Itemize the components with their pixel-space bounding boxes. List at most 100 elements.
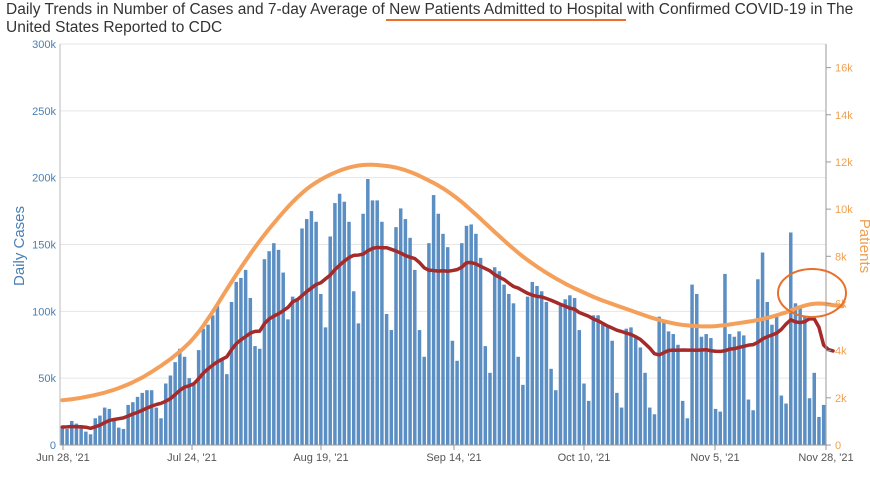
case-bar: [192, 384, 196, 445]
case-bar: [427, 243, 431, 445]
case-bar: [314, 221, 318, 445]
case-bar: [112, 418, 116, 445]
case-bar: [441, 233, 445, 445]
case-bar: [234, 281, 238, 445]
case-bar: [178, 348, 182, 445]
y-left-tick-label: 50k: [38, 373, 56, 385]
case-bar: [784, 403, 788, 445]
x-tick-label: Sep 14, '21: [426, 452, 481, 464]
y-right-tick-label: 12k: [835, 157, 853, 169]
case-bar: [652, 414, 657, 445]
title-text-after: with Confirmed COVID-19 in The United St…: [6, 1, 854, 36]
case-bar: [737, 331, 741, 445]
case-bar: [196, 350, 201, 445]
case-bar: [253, 346, 257, 445]
y-axis-label-left: Daily Cases: [11, 206, 28, 286]
case-bar: [290, 296, 295, 445]
case-bar: [554, 390, 558, 445]
case-bar: [742, 335, 746, 445]
case-bar: [633, 336, 638, 445]
case-bar: [812, 372, 817, 445]
case-bar: [84, 431, 88, 445]
daily-cases-bars: [60, 179, 826, 445]
case-bar: [690, 284, 694, 445]
case-bar: [220, 359, 224, 445]
case-bar: [88, 434, 93, 445]
case-bar: [765, 301, 770, 445]
x-tick-label: Aug 19, '21: [293, 452, 348, 464]
case-bar: [201, 328, 206, 445]
y-left-tick-label: 100k: [32, 306, 56, 318]
case-bar: [666, 331, 671, 445]
case-bar: [206, 324, 210, 445]
y-left-tick-label: 150k: [32, 240, 56, 252]
case-bar: [168, 375, 173, 445]
case-bar: [380, 221, 384, 445]
case-bar: [323, 327, 328, 445]
case-bar: [817, 416, 821, 445]
case-bar: [366, 179, 370, 445]
case-bar: [375, 200, 379, 445]
case-bar: [638, 347, 643, 445]
case-bar: [337, 193, 342, 445]
title-highlight: New Patients Admitted to Hospital: [389, 1, 623, 18]
case-bar: [474, 233, 478, 445]
case-bar: [455, 360, 459, 445]
case-bar: [530, 281, 535, 445]
case-bar: [718, 411, 723, 445]
case-bar: [713, 408, 718, 445]
case-bar: [102, 407, 107, 445]
case-bar: [535, 285, 539, 445]
case-bar: [361, 213, 365, 445]
case-bar: [239, 277, 243, 445]
case-bar: [436, 213, 441, 445]
case-bar: [408, 237, 412, 445]
case-bar: [619, 407, 624, 445]
case-bar: [163, 383, 168, 445]
case-bar: [643, 372, 647, 445]
case-bar: [173, 362, 177, 445]
case-bar: [328, 236, 332, 445]
case-bar: [727, 334, 732, 445]
case-bar: [539, 291, 544, 445]
case-bar: [403, 219, 408, 445]
case-bar: [699, 336, 704, 445]
case-bar: [145, 390, 149, 445]
case-bar: [333, 203, 337, 445]
case-bar: [464, 225, 469, 445]
case-bar: [342, 201, 347, 445]
case-bar: [516, 356, 520, 445]
y-right-tick-label: 4k: [835, 346, 847, 358]
case-bar: [751, 410, 755, 445]
case-bar: [680, 400, 685, 445]
case-bar: [149, 390, 154, 445]
case-bar: [803, 316, 807, 445]
case-bar: [295, 297, 300, 445]
case-bar: [107, 408, 112, 445]
case-bar: [351, 291, 356, 445]
case-bar: [483, 346, 488, 445]
case-bar: [629, 327, 633, 445]
y-right-tick-label: 8k: [835, 251, 847, 263]
case-bar: [65, 428, 69, 445]
case-bar: [798, 307, 802, 445]
case-bar: [267, 251, 271, 445]
case-bar: [544, 301, 549, 445]
title-text-before: Daily Trends in Number of Cases and 7-da…: [6, 1, 390, 18]
x-tick-label: Nov 5, '21: [690, 452, 739, 464]
case-bar: [488, 372, 492, 445]
x-tick-label: Jul 24, '21: [167, 452, 217, 464]
case-bar: [657, 316, 661, 445]
case-bar: [591, 315, 596, 445]
case-bar: [502, 284, 506, 445]
case-bar: [431, 195, 436, 445]
case-bar: [732, 336, 737, 445]
case-bar: [121, 428, 126, 445]
case-bar: [558, 305, 563, 445]
y-right-tick-label: 14k: [835, 110, 853, 122]
case-bar: [394, 227, 398, 445]
case-bar: [257, 348, 262, 445]
case-bar: [389, 330, 394, 445]
case-bar: [549, 368, 553, 445]
case-bar: [521, 384, 525, 445]
